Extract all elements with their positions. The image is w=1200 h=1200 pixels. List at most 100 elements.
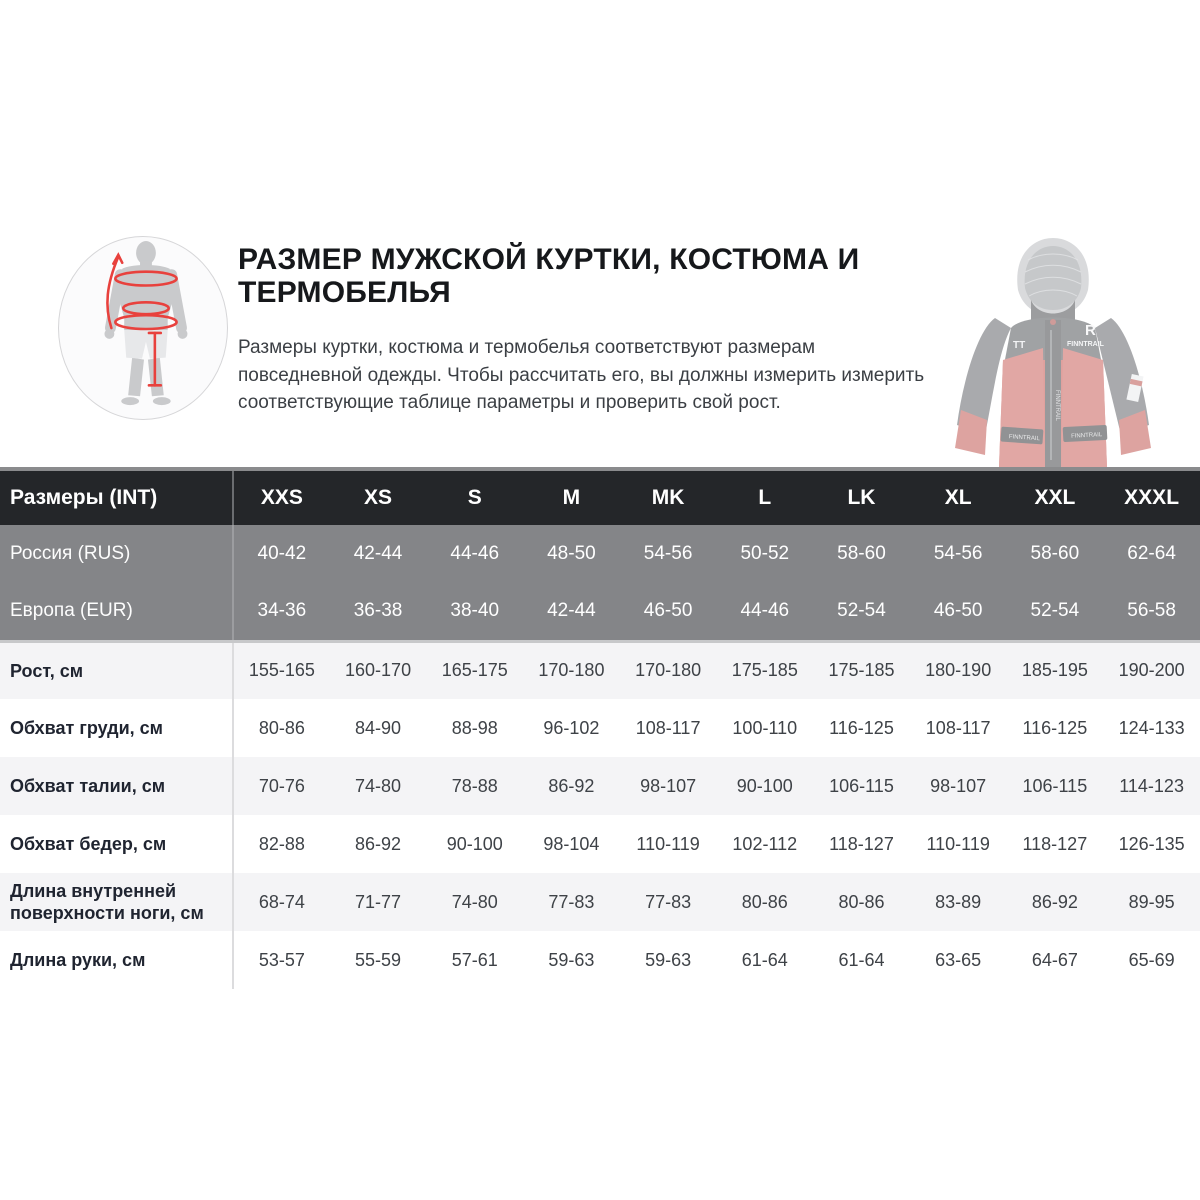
size-cell: 86-92 <box>548 775 595 796</box>
row-label: Рост, см <box>0 641 235 699</box>
size-cell: 53-57 <box>258 949 305 970</box>
jacket-photo: FINNTRAIL TT FINNTRAIL R FINNTRAIL FINNT… <box>933 230 1173 467</box>
size-cell: 77-83 <box>548 891 595 912</box>
size-cell: 180-190 <box>925 660 992 681</box>
size-cell: 88-98 <box>451 717 498 738</box>
size-cell: 74-80 <box>355 775 402 796</box>
size-col-header: M <box>523 469 620 525</box>
size-cell: 170-180 <box>635 660 702 681</box>
intro-text-block: РАЗМЕР МУЖСКОЙ КУРТКИ, КОСТЮМА И ТЕРМОБЕ… <box>238 243 933 417</box>
page-title: РАЗМЕР МУЖСКОЙ КУРТКИ, КОСТЮМА И ТЕРМОБЕ… <box>238 243 860 309</box>
size-cell: 106-115 <box>829 775 894 796</box>
size-cell: 44-46 <box>450 543 500 564</box>
jacket-icon: FINNTRAIL TT FINNTRAIL R FINNTRAIL FINNT… <box>955 238 1151 467</box>
size-table: Размеры (INT) XXS XS S M MK L LK XL XXL … <box>0 467 1200 989</box>
size-cell: 80-86 <box>741 891 788 912</box>
size-cell: 46-50 <box>933 600 983 622</box>
jacket-placket-text: FINNTRAIL <box>1054 390 1060 422</box>
size-cell: 118-127 <box>829 833 894 854</box>
size-cell: 78-88 <box>451 775 498 796</box>
size-cell: 40-42 <box>257 543 307 564</box>
size-cell: 86-92 <box>355 833 402 854</box>
size-cell: 110-119 <box>636 833 700 854</box>
size-cell: 80-86 <box>258 717 305 738</box>
size-col-header: S <box>426 469 524 525</box>
jacket-brand-chest: FINNTRAIL <box>1067 341 1105 348</box>
size-col-header: XXS <box>233 469 330 525</box>
row-label: Обхват талии, см <box>0 757 235 815</box>
size-cell: 114-123 <box>1119 775 1184 796</box>
size-cell: 58-60 <box>837 543 886 564</box>
size-cell: 185-195 <box>1021 660 1088 681</box>
size-cell: 82-88 <box>258 833 305 854</box>
size-cell: 126-135 <box>1118 833 1185 854</box>
size-col-header: XXL <box>1006 469 1104 525</box>
size-cell: 52-54 <box>1030 600 1080 622</box>
size-cell: 155-165 <box>248 660 315 681</box>
size-cell: 50-52 <box>740 543 790 564</box>
size-cell: 68-74 <box>258 891 305 912</box>
size-cell: 170-180 <box>538 660 605 681</box>
table-row: Россия (RUS) 40-42 42-44 44-46 48-50 54-56 50-… <box>0 525 1200 583</box>
table-row: Обхват талии, см 70-76 74-80 78-88 86-92 98-1… <box>0 757 1200 815</box>
size-cell: 96-102 <box>543 717 600 738</box>
size-cell: 61-64 <box>741 949 788 970</box>
size-cell: 42-44 <box>547 600 596 622</box>
int-sizes-header: Размеры (INT) <box>0 469 235 525</box>
size-cell: 74-80 <box>451 891 498 912</box>
size-cell: 52-54 <box>837 600 886 622</box>
size-cell: 175-185 <box>731 660 798 681</box>
size-cell: 63-65 <box>935 949 982 970</box>
jacket-sleeve-mark: TT <box>1013 340 1025 351</box>
size-cell: 106-115 <box>1022 775 1088 796</box>
size-cell: 90-100 <box>736 775 793 796</box>
row-label: Обхват бедер, см <box>0 815 235 873</box>
size-cell: 90-100 <box>446 833 503 854</box>
size-cell: 98-107 <box>930 775 987 796</box>
size-cell: 102-112 <box>732 833 798 854</box>
table-row: Обхват груди, см 80-86 84-90 88-98 96-102 108… <box>0 699 1200 757</box>
size-cell: 64-67 <box>1031 949 1078 970</box>
jacket-strap-left-text: FINNTRAIL <box>1009 434 1041 442</box>
size-cell: 54-56 <box>643 543 693 564</box>
size-cell: 175-185 <box>828 660 895 681</box>
size-col-header: XXXL <box>1103 469 1200 525</box>
size-cell: 34-36 <box>257 600 307 622</box>
size-cell: 110-119 <box>926 833 990 854</box>
size-cell: 116-125 <box>1022 717 1088 738</box>
size-cell: 44-46 <box>740 600 790 622</box>
size-cell: 89-95 <box>1128 891 1175 912</box>
size-cell: 70-76 <box>258 775 305 796</box>
size-cell: 54-56 <box>933 543 983 564</box>
size-table-body: Россия (RUS) 40-42 42-44 44-46 48-50 54-56 50-… <box>0 525 1200 989</box>
size-cell: 98-104 <box>543 833 600 854</box>
size-cell: 160-170 <box>345 660 412 681</box>
size-cell: 165-175 <box>441 660 508 681</box>
size-cell: 77-83 <box>645 891 692 912</box>
size-cell: 48-50 <box>547 543 596 564</box>
size-cell: 61-64 <box>838 949 885 970</box>
size-cell: 108-117 <box>635 717 701 738</box>
row-label: Длина руки, см <box>0 931 235 989</box>
size-table-header-row: Размеры (INT) XXS XS S M MK L LK XL XXL … <box>0 469 1200 525</box>
size-cell: 59-63 <box>645 949 692 970</box>
size-cell: 36-38 <box>353 600 403 622</box>
size-cell: 56-58 <box>1127 600 1176 622</box>
row-label: Обхват груди, см <box>0 699 235 757</box>
body-measurement-diagram <box>58 236 228 420</box>
intro-description: Размеры куртки, костюма и термобелья соо… <box>238 337 925 414</box>
size-cell: 55-59 <box>355 949 402 970</box>
size-cell: 58-60 <box>1030 543 1080 564</box>
size-cell: 71-77 <box>355 891 402 912</box>
row-label: Длина внутренней поверхности ноги, см <box>0 873 235 931</box>
size-col-header: XS <box>329 469 427 525</box>
jacket-strap-right-text: FINNTRAIL <box>1071 432 1103 440</box>
size-col-header: L <box>716 469 814 525</box>
size-cell: 190-200 <box>1118 660 1185 681</box>
jacket-logo-letter: R <box>1085 322 1096 339</box>
size-cell: 84-90 <box>355 717 402 738</box>
size-col-header: MK <box>619 469 717 525</box>
size-cell: 100-110 <box>732 717 798 738</box>
size-cell: 38-40 <box>450 600 500 622</box>
